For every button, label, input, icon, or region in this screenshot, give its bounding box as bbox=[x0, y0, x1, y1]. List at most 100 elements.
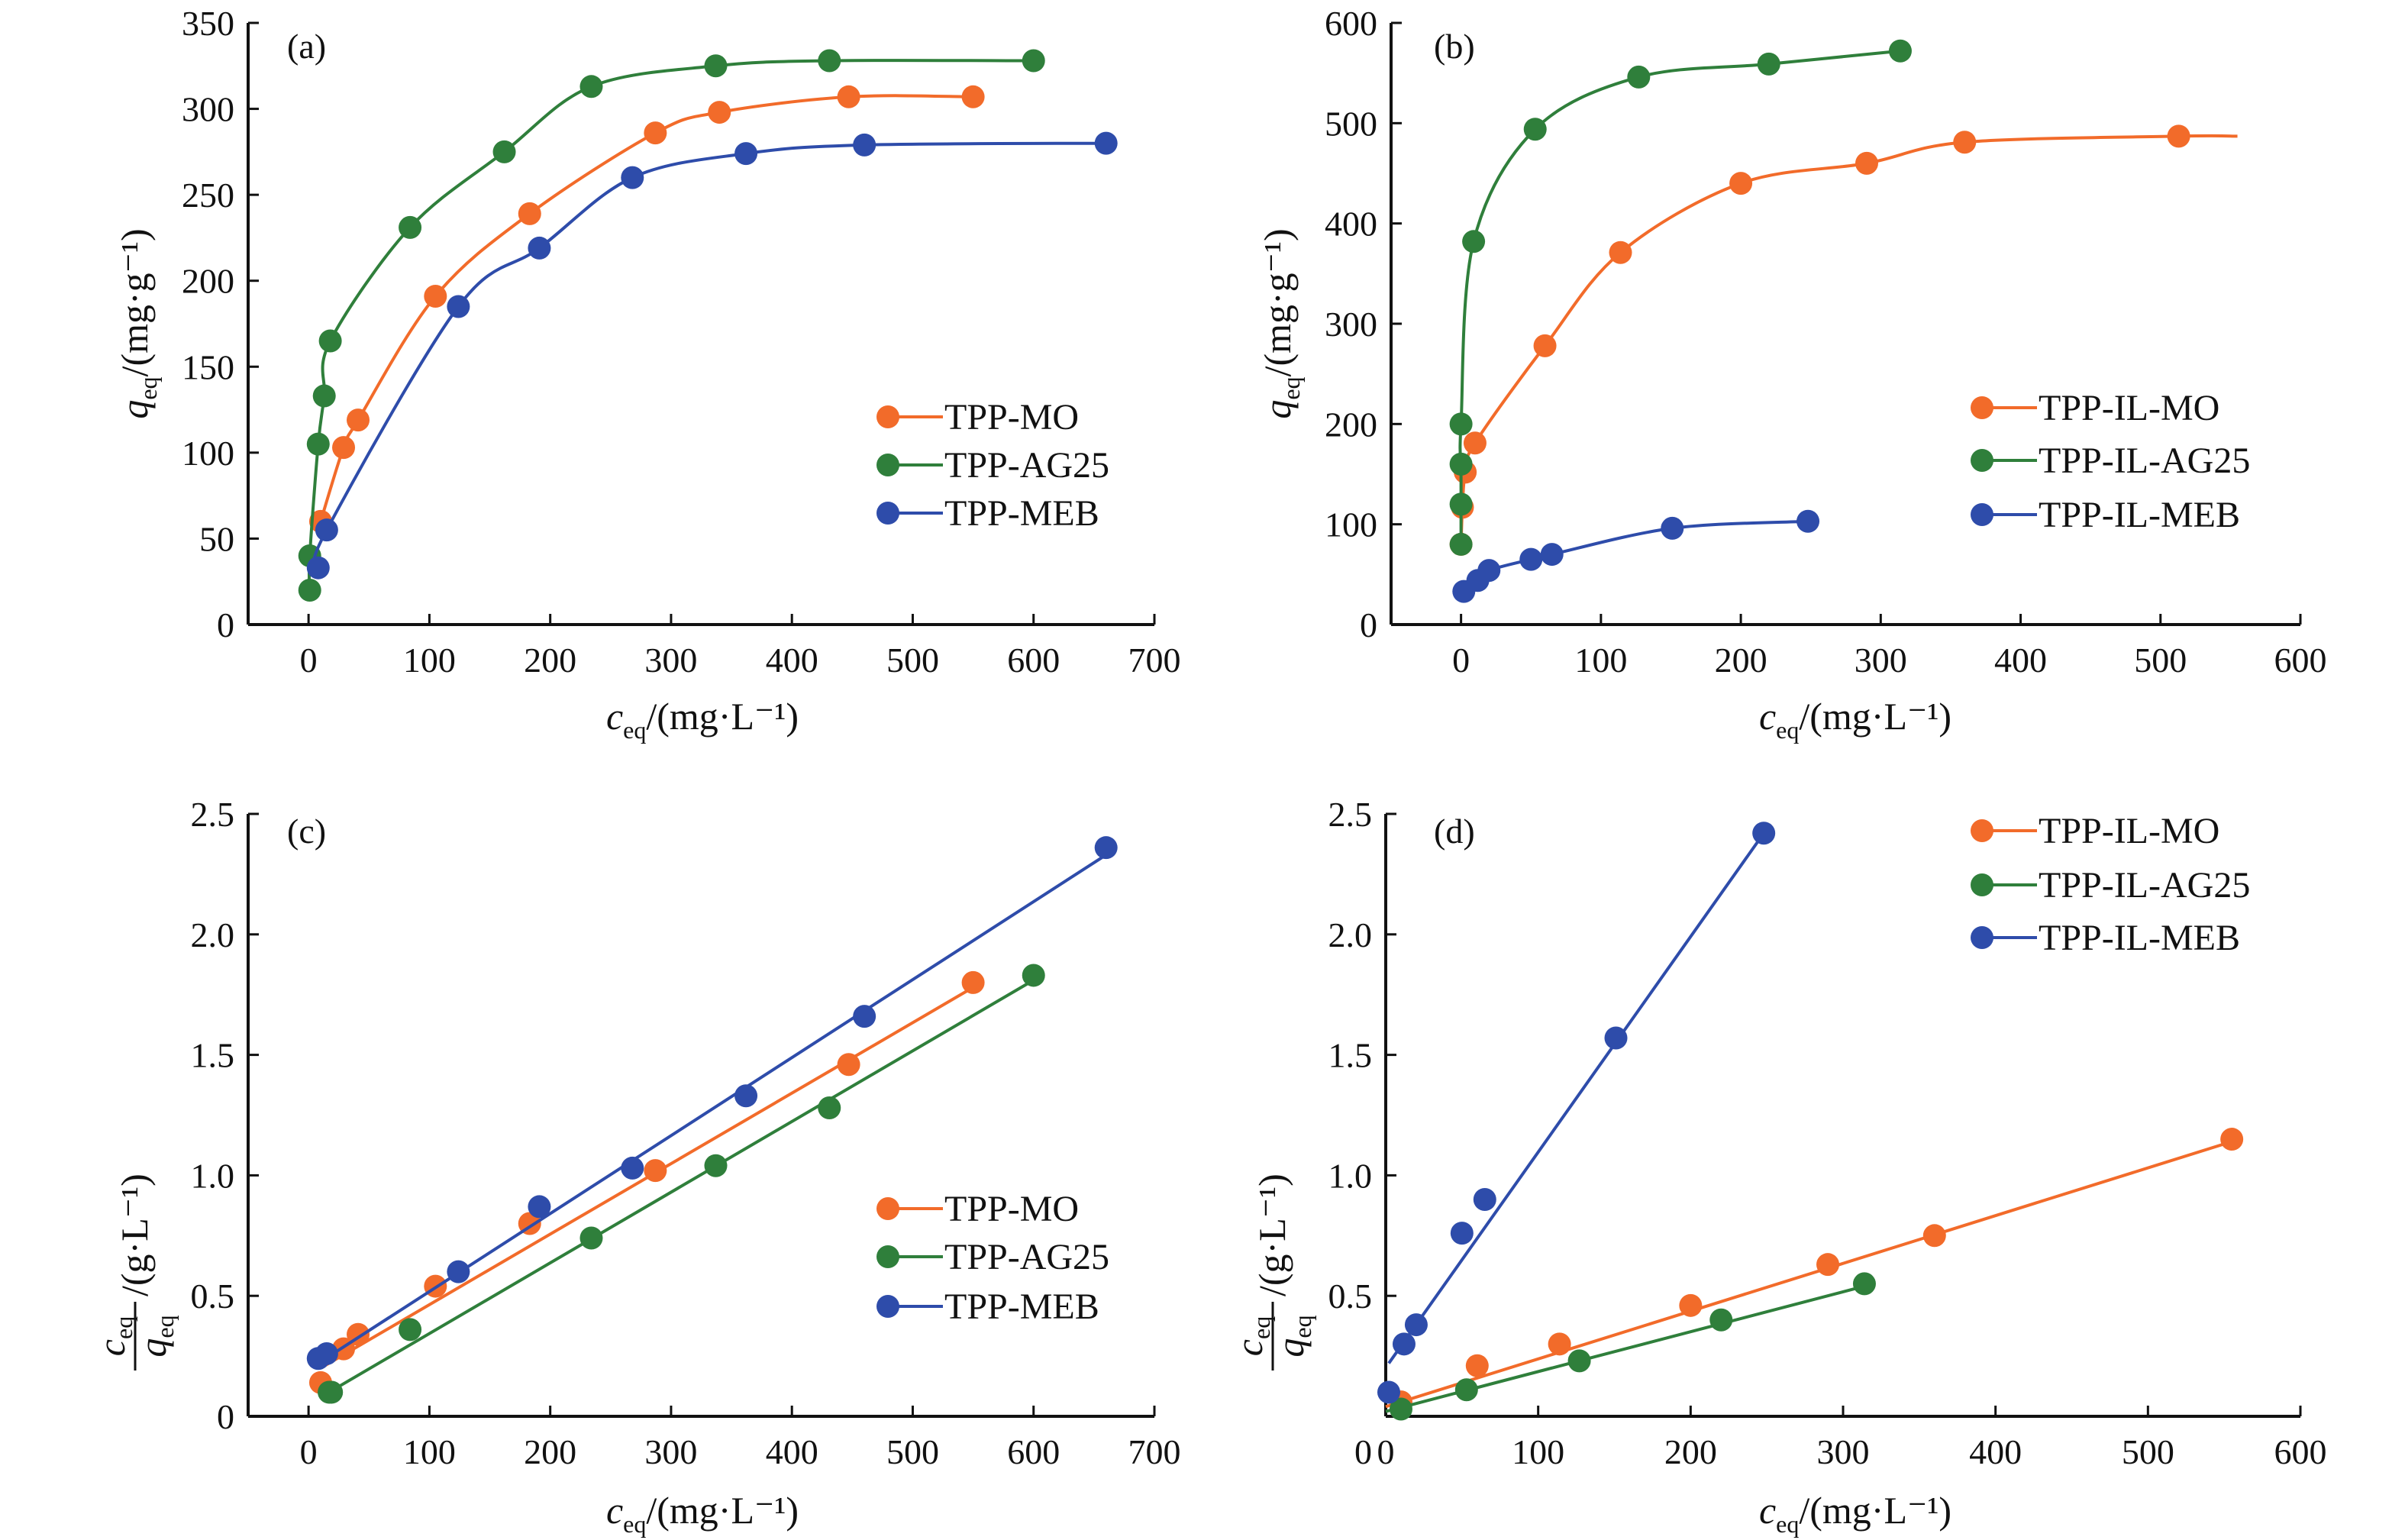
legend-marker bbox=[876, 502, 899, 525]
fit-line bbox=[1387, 832, 1765, 1364]
data-point bbox=[2220, 1128, 2244, 1151]
y-tick-label: 0 bbox=[217, 1397, 234, 1436]
series-TPP-IL-MEB bbox=[1452, 509, 1820, 603]
x-tick-label: 200 bbox=[524, 1432, 576, 1471]
data-point bbox=[1022, 964, 1045, 987]
data-point bbox=[1661, 516, 1684, 540]
panel-b: 0 100 200 300 400 500 600 0 100 200 300 400 500 600 (b… bbox=[1256, 4, 2327, 744]
data-point bbox=[1752, 822, 1776, 845]
x-label-unit: /(mg·L⁻¹) bbox=[1799, 695, 1951, 738]
legend-label: TPP-IL-MEB bbox=[2039, 495, 2240, 535]
y-label-num-sub: eq bbox=[1248, 1316, 1275, 1339]
x-tick-label: 100 bbox=[1574, 641, 1627, 680]
data-point bbox=[621, 1156, 644, 1180]
x-tick-label: 400 bbox=[766, 1432, 818, 1471]
x-label-unit: /(mg·L⁻¹) bbox=[1799, 1489, 1951, 1532]
data-point bbox=[528, 1195, 551, 1219]
y-tick-label: 600 bbox=[1325, 4, 1377, 43]
legend-label: TPP-IL-MEB bbox=[2039, 918, 2240, 958]
y-tick-label: 2.5 bbox=[1328, 795, 1373, 834]
x-tick-label: 100 bbox=[403, 641, 456, 680]
y-label-num-var: c bbox=[1228, 1339, 1270, 1356]
data-point bbox=[306, 432, 330, 456]
fit-curve bbox=[1463, 519, 1809, 593]
x-tick-label: 0 bbox=[1452, 641, 1470, 680]
data-point bbox=[399, 215, 422, 239]
legend-label: TPP-AG25 bbox=[944, 445, 1109, 486]
x-label-var: c bbox=[1759, 695, 1776, 738]
x-tick-label: 700 bbox=[1128, 641, 1181, 680]
data-point bbox=[2167, 124, 2190, 148]
data-point bbox=[1449, 492, 1473, 516]
fit-line bbox=[328, 979, 1035, 1394]
y-tick-label: 100 bbox=[1325, 505, 1377, 544]
x-axis-label: ceq/(mg·L⁻¹) bbox=[1759, 1489, 1951, 1538]
y-label-denominator: qeq bbox=[131, 1315, 179, 1357]
y-tick-label: 1.5 bbox=[191, 1036, 235, 1075]
data-point bbox=[621, 166, 644, 189]
x-label-sub: eq bbox=[623, 716, 646, 744]
data-point bbox=[1548, 1332, 1571, 1356]
series-TPP-AG25 bbox=[318, 964, 1045, 1404]
x-tick-label: 300 bbox=[644, 641, 697, 680]
legend-marker bbox=[876, 1245, 899, 1268]
x-tick-label: 600 bbox=[2274, 641, 2327, 680]
fit-curve bbox=[1459, 134, 2238, 545]
fit-line bbox=[1385, 1140, 2232, 1409]
data-point bbox=[318, 329, 342, 353]
x-axis-label: ceq/(mg·L⁻¹) bbox=[1759, 695, 1951, 744]
data-point bbox=[1852, 1272, 1876, 1296]
y-label-var: q bbox=[113, 400, 156, 419]
data-point bbox=[1449, 532, 1473, 556]
origin-tick-label: 0 bbox=[1354, 1432, 1372, 1471]
x-tick-label: 0 bbox=[300, 641, 318, 680]
x-tick-label: 0 bbox=[1377, 1432, 1395, 1471]
data-point bbox=[961, 85, 985, 108]
y-label-unit: /(g·L⁻¹) bbox=[113, 1174, 156, 1296]
y-label-denominator: qeq bbox=[1269, 1315, 1316, 1357]
y-tick-label: 1.0 bbox=[191, 1156, 235, 1195]
y-tick-label: 300 bbox=[1325, 305, 1377, 344]
data-point bbox=[424, 284, 447, 308]
legend-label: TPP-IL-MO bbox=[2039, 388, 2219, 428]
y-tick-label: 0.5 bbox=[1328, 1277, 1373, 1316]
series-TPP-AG25 bbox=[298, 49, 1045, 602]
x-tick-label: 300 bbox=[644, 1432, 697, 1471]
data-point bbox=[704, 1154, 728, 1177]
data-point bbox=[298, 578, 321, 602]
x-label-var: c bbox=[606, 1489, 623, 1532]
data-point bbox=[1709, 1308, 1733, 1332]
data-point bbox=[447, 1260, 470, 1283]
data-point bbox=[579, 75, 603, 98]
data-point bbox=[818, 49, 841, 73]
x-axis-label: ceq/(mg·L⁻¹) bbox=[606, 1489, 799, 1538]
x-label-unit: /(mg·L⁻¹) bbox=[646, 1489, 799, 1532]
data-point bbox=[853, 133, 876, 157]
x-tick-label: 100 bbox=[403, 1432, 456, 1471]
y-label-num-var: c bbox=[90, 1339, 133, 1356]
data-point bbox=[1473, 1187, 1496, 1211]
data-point bbox=[734, 142, 758, 166]
y-tick-label: 0 bbox=[1360, 605, 1377, 644]
legend-marker bbox=[1971, 819, 1993, 842]
x-tick-label: 200 bbox=[1715, 641, 1767, 680]
data-point bbox=[528, 236, 551, 260]
legend-marker bbox=[876, 405, 899, 428]
data-point bbox=[1377, 1380, 1400, 1404]
legend-label: TPP-MO bbox=[944, 1189, 1079, 1229]
data-point bbox=[347, 408, 370, 432]
x-tick-label: 400 bbox=[1969, 1432, 2022, 1471]
data-point bbox=[447, 295, 470, 318]
x-label-unit: /(mg·L⁻¹) bbox=[646, 695, 799, 738]
x-label-sub: eq bbox=[1776, 716, 1799, 744]
series-TPP-IL-MO bbox=[1449, 124, 2238, 556]
x-axis-label: ceq/(mg·L⁻¹) bbox=[606, 695, 799, 744]
data-point bbox=[1609, 241, 1632, 264]
data-point bbox=[837, 1053, 860, 1077]
data-point bbox=[518, 202, 541, 225]
series-TPP-IL-MEB bbox=[1377, 822, 1776, 1404]
y-label-unit: /(mg·g⁻¹) bbox=[113, 228, 156, 376]
